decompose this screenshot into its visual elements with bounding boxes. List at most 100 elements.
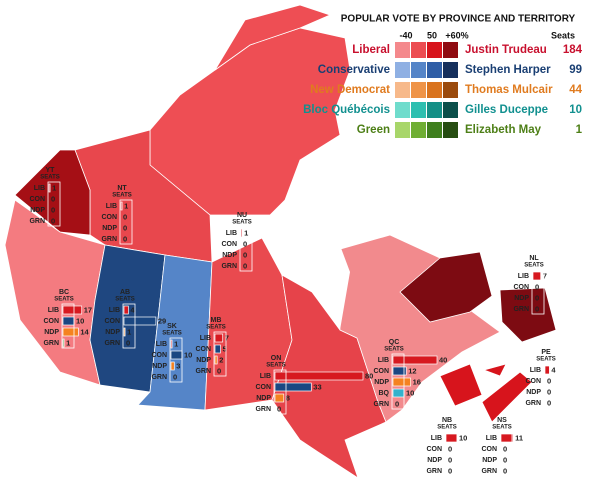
leader-name: Justin Trudeau xyxy=(465,44,547,56)
seat-count: 0 xyxy=(395,399,399,408)
swatch xyxy=(395,42,410,58)
seat-count: 2 xyxy=(219,355,223,364)
leader-name: Thomas Mulcair xyxy=(465,84,553,96)
province-code: PE xyxy=(541,349,551,356)
box-outline xyxy=(239,226,253,272)
seat-count: 1 xyxy=(174,339,178,348)
party-seats: 99 xyxy=(569,64,582,76)
party-abbr: GRN xyxy=(195,368,211,375)
seat-count: 16 xyxy=(413,377,421,386)
province-code: MB xyxy=(211,317,222,324)
box-outline xyxy=(273,369,287,415)
box-outline xyxy=(169,337,183,383)
seat-bar xyxy=(123,305,129,315)
swatch xyxy=(411,82,426,98)
province-code: QC xyxy=(389,339,400,346)
party-abbr: NDP xyxy=(514,295,529,302)
party-abbr: LIB xyxy=(106,203,117,210)
seat-count: 40 xyxy=(439,355,447,364)
seat-bar xyxy=(123,327,126,337)
party-abbr: NDP xyxy=(222,252,237,259)
party-abbr: NDP xyxy=(196,357,211,364)
swatch xyxy=(411,42,426,58)
seat-count: 5 xyxy=(223,344,227,353)
box-outline xyxy=(213,331,227,377)
seat-bar xyxy=(532,271,542,281)
party-abbr: GRN xyxy=(373,401,389,408)
seats-label: SEATS xyxy=(40,175,60,181)
party-abbr: LIB xyxy=(34,185,45,192)
seat-bar xyxy=(392,366,407,376)
swatch xyxy=(411,122,426,138)
seat-count: 80 xyxy=(365,371,373,380)
seat-count: 0 xyxy=(123,234,127,243)
scale-label: 50 xyxy=(427,30,437,40)
seat-count: 0 xyxy=(448,466,452,475)
seat-count: 0 xyxy=(448,444,452,453)
ns-region xyxy=(481,371,533,423)
swatch xyxy=(443,82,458,98)
seat-count: 0 xyxy=(535,282,539,291)
swatch xyxy=(411,102,426,118)
swatch xyxy=(427,42,442,58)
seat-bar xyxy=(170,350,183,360)
legend-title: POPULAR VOTE BY PROVINCE AND TERRITORY xyxy=(341,14,576,25)
box-outline xyxy=(47,181,61,227)
seat-count: 0 xyxy=(503,455,507,464)
nu-region xyxy=(149,27,351,216)
province-code: YT xyxy=(46,167,56,174)
seats-label: SEATS xyxy=(232,220,252,226)
box-outline xyxy=(444,431,458,477)
seat-bar xyxy=(392,355,438,365)
party-abbr: LIB xyxy=(48,307,59,314)
swatch xyxy=(427,82,442,98)
seats-label: SEATS xyxy=(437,425,457,431)
seat-count: 29 xyxy=(158,316,166,325)
province-code: AB xyxy=(120,289,130,296)
party-abbr: NDP xyxy=(105,329,120,336)
seat-count: 0 xyxy=(547,398,551,407)
seat-count: 0 xyxy=(51,216,55,225)
seat-count: 0 xyxy=(503,444,507,453)
leader-name: Stephen Harper xyxy=(465,64,551,76)
seat-count: 0 xyxy=(123,212,127,221)
nb-region xyxy=(439,363,483,407)
nl-labrador xyxy=(399,251,493,323)
swatch xyxy=(443,122,458,138)
seat-count: 0 xyxy=(123,223,127,232)
seat-bar xyxy=(274,371,364,381)
party-abbr: GRN xyxy=(151,374,167,381)
party-abbr: NDP xyxy=(152,363,167,370)
box-outline xyxy=(122,303,136,349)
party-abbr: NDP xyxy=(44,329,59,336)
seat-bar xyxy=(274,393,285,403)
box-outline xyxy=(61,303,75,349)
seat-bar xyxy=(62,316,75,326)
seat-count: 33 xyxy=(313,382,321,391)
seat-bar xyxy=(445,433,458,443)
party-abbr: NDP xyxy=(482,457,497,464)
seat-count: 10 xyxy=(459,433,467,442)
province-code: NB xyxy=(442,417,452,424)
box-outline xyxy=(499,431,513,477)
seat-bar xyxy=(170,339,173,349)
box-outline xyxy=(391,353,405,410)
seat-count: 1 xyxy=(66,338,70,347)
party-abbr: LIB xyxy=(260,373,271,380)
seats-label: SEATS xyxy=(536,357,556,363)
province-code: NT xyxy=(117,185,127,192)
party-abbr: GRN xyxy=(221,263,237,270)
party-abbr: GRN xyxy=(481,468,497,475)
seats-label: SEATS xyxy=(492,425,512,431)
seat-count: 0 xyxy=(217,366,221,375)
seat-bar xyxy=(62,338,65,348)
province-code: ON xyxy=(271,355,282,362)
swatch xyxy=(427,62,442,78)
party-abbr: LIB xyxy=(156,341,167,348)
seat-count: 17 xyxy=(84,305,92,314)
seat-count: 0 xyxy=(503,466,507,475)
party-abbr: GRN xyxy=(29,218,45,225)
seats-header: Seats xyxy=(551,30,575,40)
seat-bar xyxy=(544,365,550,375)
